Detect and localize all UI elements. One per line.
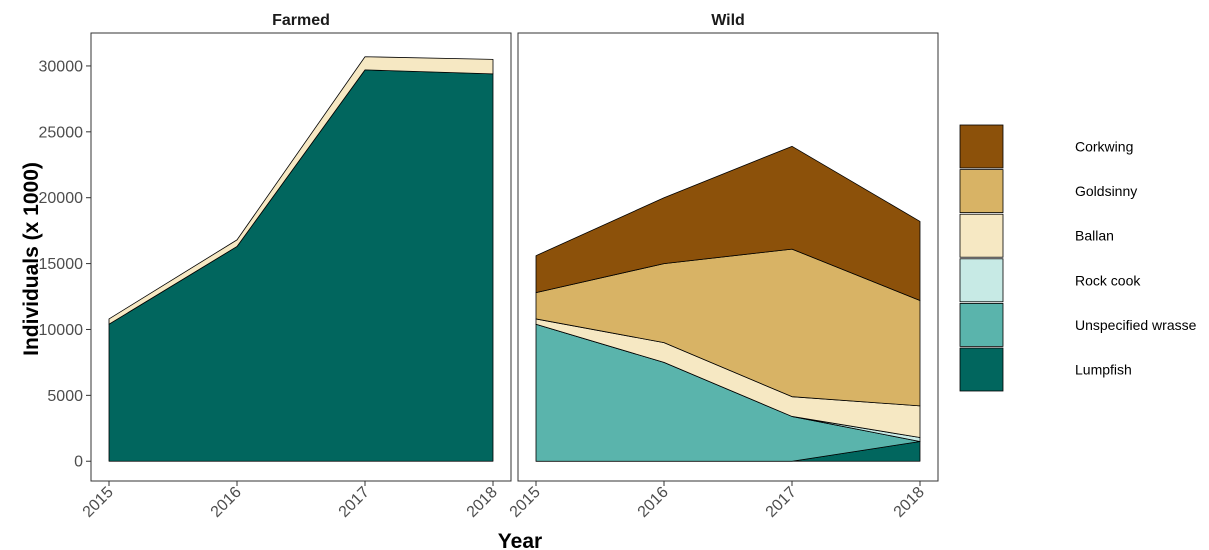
y-tick-label-25000: 25000 [39,124,84,141]
y-axis: 0 5000 10000 15000 20000 25000 30000 [39,58,91,471]
legend-label-unspecified-wrasse: Unspecified wrasse [1075,317,1197,333]
y-tick-label-5000: 5000 [47,388,83,405]
panel-border-farmed [90,32,512,482]
x-tick-label-wild-2017: 2017 [763,484,800,521]
legend-label-ballan: Ballan [1075,228,1114,244]
legend: Corkwing Goldsinny Ballan Rock cook Unspecif… [959,124,1197,392]
area-wild-corkwing [535,145,921,301]
x-tick-label-farmed-2017: 2017 [336,484,373,521]
legend-key-rock-cook [959,258,1004,303]
panel-border-wild [517,32,939,482]
legend-key-ballan [959,213,1004,258]
y-tick-label-15000: 15000 [39,256,84,273]
x-tick-label-wild-2016: 2016 [635,484,672,521]
legend-key-lumpfish [959,347,1004,392]
panel-title-farmed: Farmed [272,12,330,29]
panel-title-wild: Wild [711,12,745,29]
x-axis-title: Year [498,530,542,550]
legend-label-lumpfish: Lumpfish [1075,362,1132,378]
x-tick-label-farmed-2016: 2016 [208,484,245,521]
x-tick-label-wild-2018: 2018 [891,484,928,521]
x-tick-label-farmed-2018: 2018 [464,484,501,521]
legend-label-rock-cook: Rock cook [1075,272,1141,288]
x-tick-label-wild-2015: 2015 [507,484,544,521]
area-farmed-ballan [108,56,494,325]
area-farmed-lumpfish [108,69,494,462]
y-tick-label-20000: 20000 [39,190,84,207]
legend-key-unspecified-wrasse [959,302,1004,347]
y-axis-title: Individuals (x 1000) [20,162,43,356]
y-tick-label-30000: 30000 [39,58,84,75]
legend-label-goldsinny: Goldsinny [1075,183,1137,199]
legend-key-corkwing [959,124,1004,169]
x-tick-label-farmed-2015: 2015 [80,484,117,521]
y-tick-label-10000: 10000 [39,322,84,339]
panel-farmed: Farmed 2015 2016 2017 2018 [80,12,512,521]
y-tick-label-0: 0 [74,454,83,471]
legend-label-corkwing: Corkwing [1075,139,1133,155]
panel-wild: Wild 2015 2016 2017 2018 [507,12,939,521]
legend-key-goldsinny [959,169,1004,214]
